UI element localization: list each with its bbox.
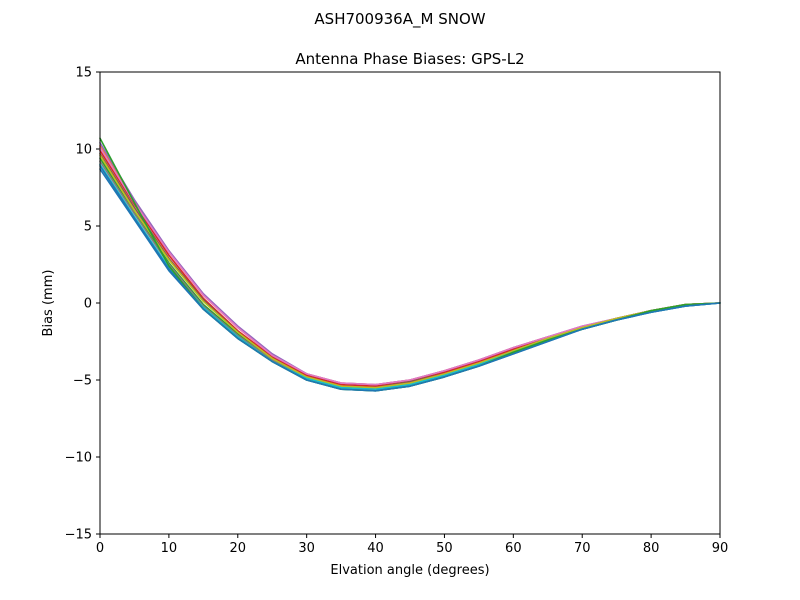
series-line-9 — [99, 154, 721, 389]
x-tick-label: 20 — [230, 541, 247, 556]
series-line-3 — [99, 157, 721, 389]
y-tick-label: −10 — [65, 451, 92, 466]
series-layer — [99, 137, 721, 392]
y-tick-label: −5 — [73, 374, 92, 389]
series-line-8 — [99, 160, 721, 391]
x-tick-label: 30 — [298, 541, 315, 556]
x-tick-label: 40 — [367, 541, 384, 556]
x-tick-label: 70 — [574, 541, 591, 556]
y-tick-label: −15 — [65, 528, 92, 543]
y-tick-label: 0 — [84, 297, 92, 312]
y-tick-label: 15 — [75, 66, 92, 81]
y-tick-label: 10 — [75, 143, 92, 158]
y-axis-label: Bias (mm) — [41, 270, 56, 337]
x-axis-ticks: 0 10 20 30 40 50 60 70 80 90 — [96, 534, 728, 556]
series-line-5 — [99, 142, 721, 386]
series-line-7 — [99, 146, 721, 386]
plot-area: 0 10 20 30 40 50 60 70 80 90 −15 −10 −5 0 5 10 15 — [65, 66, 729, 557]
x-tick-label: 60 — [505, 541, 522, 556]
x-tick-label: 90 — [712, 541, 729, 556]
axes-frame — [99, 71, 721, 535]
series-line-6 — [99, 152, 721, 389]
chart-title: Antenna Phase Biases: GPS-L2 — [295, 50, 524, 68]
y-tick-label: 5 — [84, 220, 92, 235]
series-line-12 — [99, 165, 721, 392]
x-tick-label: 80 — [643, 541, 660, 556]
series-line-10 — [99, 163, 721, 391]
y-axis-ticks: −15 −10 −5 0 5 10 15 — [65, 66, 100, 543]
x-axis-label: Elvation angle (degrees) — [330, 563, 489, 578]
x-tick-label: 10 — [161, 541, 178, 556]
x-tick-label: 0 — [96, 541, 104, 556]
series-line-11 — [99, 137, 721, 392]
x-tick-label: 50 — [436, 541, 453, 556]
figure-suptitle: ASH700936A_M SNOW — [314, 10, 485, 29]
series-line-2 — [99, 145, 721, 386]
series-line-4 — [99, 149, 721, 387]
